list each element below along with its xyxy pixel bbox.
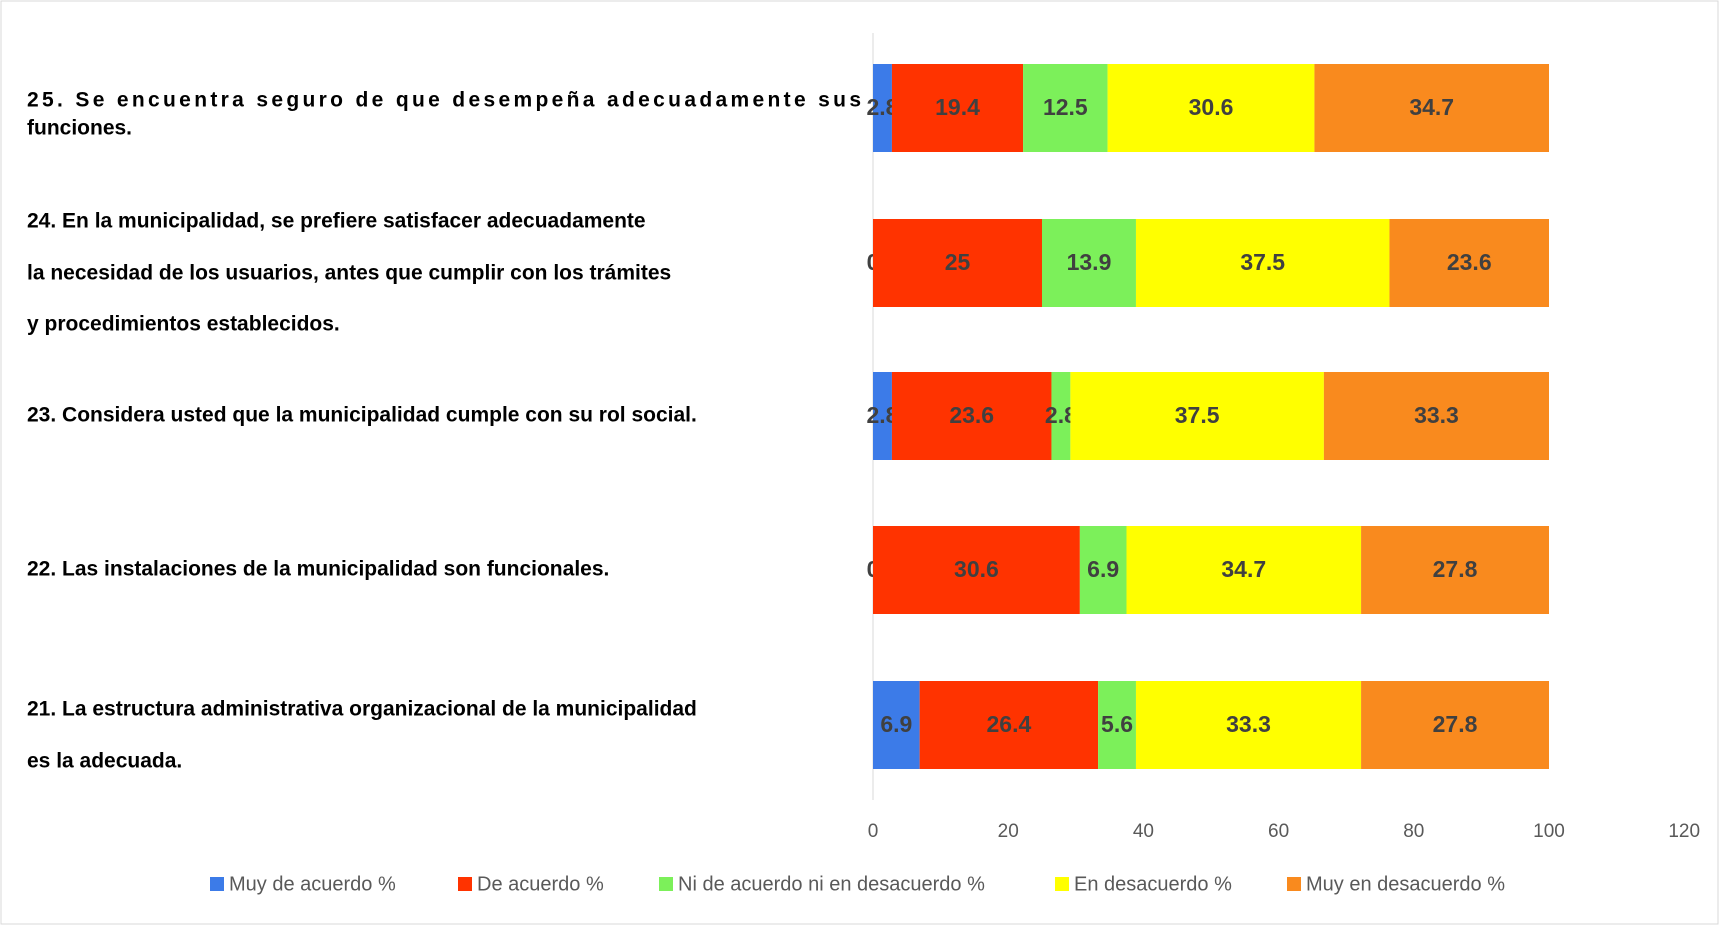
category-label: 22. Las instalaciones de la municipalida…	[27, 558, 609, 581]
x-tick-label: 80	[1403, 821, 1424, 842]
data-label: 33.3	[1226, 711, 1271, 737]
x-tick-label: 100	[1533, 821, 1565, 842]
legend-swatch	[1287, 877, 1301, 891]
bar-segment	[1042, 219, 1136, 307]
data-label: 33.3	[1414, 402, 1459, 428]
data-label: 6.9	[880, 711, 912, 737]
category-label: 21. La estructura administrativa organiz…	[27, 698, 697, 721]
category-label: funciones.	[27, 117, 132, 140]
data-label: 25	[945, 249, 971, 275]
legend-swatch	[458, 877, 472, 891]
data-label: 6.9	[1087, 556, 1119, 582]
bar-segment	[919, 681, 1099, 769]
bar-segment	[891, 372, 1052, 460]
bar-segment	[1098, 681, 1136, 769]
data-label: 12.5	[1043, 94, 1088, 120]
category-label: 23. Considera usted que la municipalidad…	[27, 404, 697, 427]
bar-segment	[1314, 64, 1549, 152]
data-label: 37.5	[1240, 249, 1285, 275]
legend-label: De acuerdo %	[477, 873, 604, 895]
x-tick-label: 40	[1133, 821, 1154, 842]
data-label: 37.5	[1175, 402, 1220, 428]
bar-segment	[873, 526, 1080, 614]
data-label: 34.7	[1409, 94, 1454, 120]
bar-segment	[1361, 526, 1549, 614]
bar-segment	[1361, 681, 1549, 769]
x-tick-label: 60	[1268, 821, 1289, 842]
legend-label: Muy de acuerdo %	[229, 873, 396, 895]
x-tick-label: 0	[868, 821, 879, 842]
data-label: 19.4	[935, 94, 980, 120]
category-label: la necesidad de los usuarios, antes que …	[27, 262, 671, 285]
bar-segment	[873, 681, 920, 769]
data-label: 30.6	[1189, 94, 1234, 120]
category-label: y procedimientos establecidos.	[27, 313, 340, 336]
category-label: 25. Se encuentra seguro de que desempeña…	[27, 89, 861, 112]
bar-segment	[1323, 372, 1549, 460]
data-label: 23.6	[1447, 249, 1492, 275]
category-label: 24. En la municipalidad, se prefiere sat…	[27, 210, 646, 233]
bar-segment	[1023, 64, 1108, 152]
legend-label: En desacuerdo %	[1074, 873, 1232, 895]
data-label: 27.8	[1433, 556, 1478, 582]
legend-label: Muy en desacuerdo %	[1306, 873, 1505, 895]
bar-segment	[1135, 681, 1362, 769]
bar-segment	[1079, 526, 1127, 614]
legend-label: Ni de acuerdo ni en desacuerdo %	[678, 873, 985, 895]
data-label: 34.7	[1221, 556, 1266, 582]
data-label: 23.6	[949, 402, 994, 428]
legend-swatch	[210, 877, 224, 891]
bar-segment	[891, 64, 1024, 152]
bar-segment	[873, 64, 892, 152]
data-label: 30.6	[954, 556, 999, 582]
bar-segment	[1070, 372, 1324, 460]
bar-segment	[1107, 64, 1315, 152]
bar-segment	[873, 372, 892, 460]
x-tick-label: 20	[998, 821, 1019, 842]
data-label: 13.9	[1067, 249, 1112, 275]
data-label: 27.8	[1433, 711, 1478, 737]
x-tick-label: 120	[1668, 821, 1700, 842]
legend-swatch	[659, 877, 673, 891]
bar-segment	[1389, 219, 1549, 307]
bar-segment	[1135, 219, 1390, 307]
legend-swatch	[1055, 877, 1069, 891]
data-label: 26.4	[986, 711, 1031, 737]
bar-segment	[1051, 372, 1071, 460]
bar-segment	[873, 219, 1042, 307]
data-label: 5.6	[1101, 711, 1133, 737]
bar-segment	[1126, 526, 1362, 614]
category-label: es la adecuada.	[27, 750, 182, 773]
